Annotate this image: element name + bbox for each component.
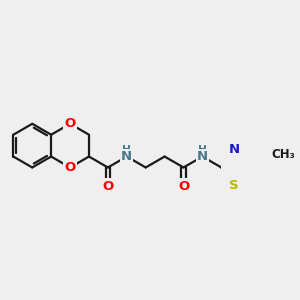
Text: H: H xyxy=(198,146,207,155)
Text: H: H xyxy=(122,150,132,163)
Text: O: O xyxy=(178,179,189,193)
Text: S: S xyxy=(230,178,239,192)
Text: CH₃: CH₃ xyxy=(271,148,295,161)
Text: H: H xyxy=(122,146,131,155)
Text: N: N xyxy=(229,143,240,156)
Text: O: O xyxy=(64,161,76,174)
Text: N: N xyxy=(197,150,208,163)
Text: N: N xyxy=(121,150,132,163)
Text: O: O xyxy=(64,117,76,130)
Text: O: O xyxy=(102,179,113,193)
